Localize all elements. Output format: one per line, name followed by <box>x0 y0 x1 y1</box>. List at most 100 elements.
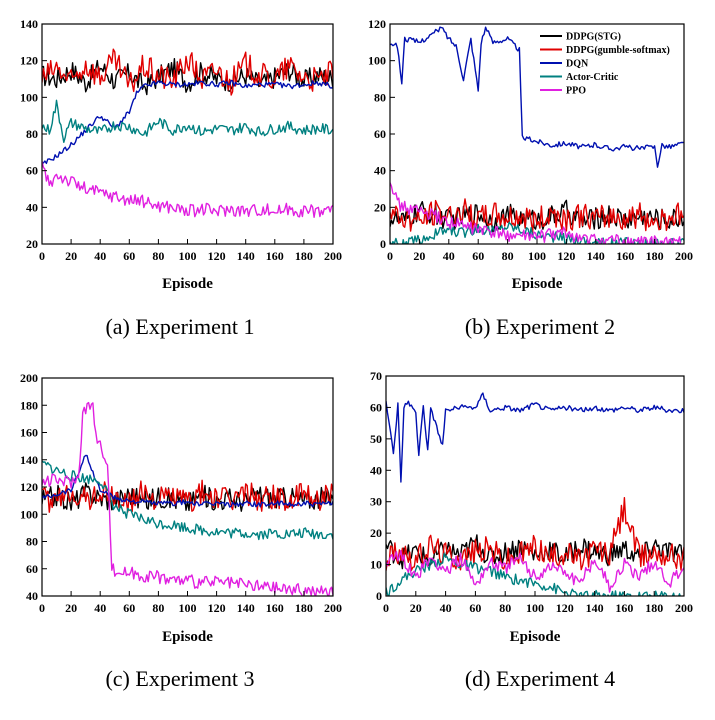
y-tick-label: 120 <box>20 54 38 68</box>
x-tick-label: 80 <box>499 601 511 615</box>
legend-entry: DQN <box>566 59 589 70</box>
y-tick-label: 50 <box>370 432 382 446</box>
series-line-dqn <box>42 79 333 165</box>
legend: DDPG(STG) DDPG(gumble-softmax) DQN Actor-Cr… <box>540 32 670 97</box>
series-group <box>42 48 333 219</box>
x-tick-label: 140 <box>237 249 255 263</box>
series-line-ppo <box>386 549 684 593</box>
series-group <box>390 26 684 244</box>
series-line-actor-critic <box>390 221 684 244</box>
x-tick-label: 120 <box>208 601 226 615</box>
x-tick-label: 0 <box>39 601 45 615</box>
x-tick-label: 20 <box>65 249 77 263</box>
series-group <box>42 401 333 596</box>
y-tick-label: 100 <box>368 54 386 68</box>
panel-experiment-3: 0 20 40 60 80 100 120 140 160 180 200 40 60 80 100 120 1… <box>20 371 342 691</box>
legend-entry: DDPG(gumble-softmax) <box>566 45 670 56</box>
x-tick-label: 60 <box>123 249 135 263</box>
x-tick-label: 60 <box>472 249 484 263</box>
series-line-actor-critic <box>42 99 333 144</box>
x-tick-label: 0 <box>383 601 389 615</box>
x-tick-label: 160 <box>266 601 284 615</box>
x-tick-label: 100 <box>179 249 197 263</box>
panel-caption: (c) Experiment 3 <box>105 666 254 691</box>
y-tick-label: 200 <box>20 371 38 385</box>
series-line-ddpg-gumble-softmax- <box>386 497 684 572</box>
x-tick-label: 20 <box>65 601 77 615</box>
x-tick-label: 140 <box>586 601 604 615</box>
series-group <box>386 392 684 596</box>
y-tick-label: 20 <box>26 237 38 251</box>
y-tick-label: 100 <box>20 507 38 521</box>
y-tick-label: 40 <box>26 589 38 603</box>
panel-experiment-4: 0 20 40 60 80 100 120 140 160 180 200 0 10 20 30 40 50 60… <box>370 369 693 691</box>
x-tick-label: 160 <box>615 601 633 615</box>
series-line-ppo <box>390 182 682 244</box>
y-tick-label: 30 <box>370 495 382 509</box>
series-line-actor-critic <box>386 552 681 596</box>
x-tick-label: 20 <box>410 601 422 615</box>
y-tick-label: 60 <box>370 400 382 414</box>
panel-caption: (b) Experiment 2 <box>465 314 615 339</box>
x-tick-label: 80 <box>502 249 514 263</box>
y-tick-label: 80 <box>374 90 386 104</box>
y-tick-label: 0 <box>376 589 382 603</box>
series-line-ppo <box>42 401 333 596</box>
x-tick-label: 40 <box>443 249 455 263</box>
y-tick-label: 10 <box>370 558 382 572</box>
series-line-dqn <box>42 454 333 508</box>
y-tick-label: 20 <box>374 200 386 214</box>
x-tick-label: 140 <box>587 249 605 263</box>
x-tick-label: 180 <box>295 601 313 615</box>
y-tick-label: 100 <box>20 90 38 104</box>
x-tick-label: 80 <box>152 601 164 615</box>
y-tick-label: 80 <box>26 127 38 141</box>
series-line-ddpg-gumble-softmax- <box>42 48 333 96</box>
series-line-dqn <box>390 26 684 168</box>
legend-entry: DDPG(STG) <box>566 32 621 43</box>
y-tick-label: 140 <box>20 17 38 31</box>
panel-caption: (d) Experiment 4 <box>465 666 615 691</box>
x-tick-label: 100 <box>528 249 546 263</box>
x-tick-label: 160 <box>616 249 634 263</box>
series-line-ppo <box>42 161 333 219</box>
y-tick-label: 0 <box>380 237 386 251</box>
y-tick-label: 160 <box>20 426 38 440</box>
y-tick-label: 70 <box>370 369 382 383</box>
y-tick-label: 120 <box>20 480 38 494</box>
y-tick-label: 40 <box>26 200 38 214</box>
x-tick-label: 180 <box>646 249 664 263</box>
y-tick-label: 20 <box>370 526 382 540</box>
x-tick-label: 120 <box>556 601 574 615</box>
series-line-ddpg-gumble-softmax- <box>42 479 333 513</box>
y-tick-label: 40 <box>374 164 386 178</box>
series-line-actor-critic <box>42 460 333 541</box>
x-tick-label: 0 <box>387 249 393 263</box>
x-tick-label: 200 <box>675 601 693 615</box>
panel-experiment-1: 0 20 40 60 80 100 120 140 160 180 2002040608010012… <box>20 17 342 339</box>
y-tick-label: 140 <box>20 453 38 467</box>
y-tick-label: 60 <box>26 164 38 178</box>
x-tick-label: 100 <box>179 601 197 615</box>
x-tick-label: 200 <box>675 249 693 263</box>
x-tick-label: 60 <box>123 601 135 615</box>
x-tick-label: 40 <box>94 249 106 263</box>
x-tick-label: 180 <box>645 601 663 615</box>
x-axis-label: Episode <box>162 629 213 645</box>
x-tick-label: 200 <box>324 249 342 263</box>
x-tick-label: 160 <box>266 249 284 263</box>
x-axis-label: Episode <box>512 276 563 292</box>
series-line-dqn <box>386 392 684 483</box>
series-line-ddpg-gumble-softmax- <box>390 198 684 234</box>
x-tick-label: 120 <box>208 249 226 263</box>
x-tick-label: 40 <box>94 601 106 615</box>
x-tick-label: 20 <box>413 249 425 263</box>
y-tick-label: 180 <box>20 398 38 412</box>
panel-experiment-2: 0 20 40 60 80 100 120 140 160 180 200 0 20 40 60 80 100 1… <box>368 17 693 339</box>
legend-entry: PPO <box>566 86 586 97</box>
plot-frame <box>41 23 334 245</box>
x-tick-label: 100 <box>526 601 544 615</box>
legend-entry: Actor-Critic <box>566 72 619 83</box>
x-axis-label: Episode <box>510 629 561 645</box>
panel-caption: (a) Experiment 1 <box>105 314 254 339</box>
